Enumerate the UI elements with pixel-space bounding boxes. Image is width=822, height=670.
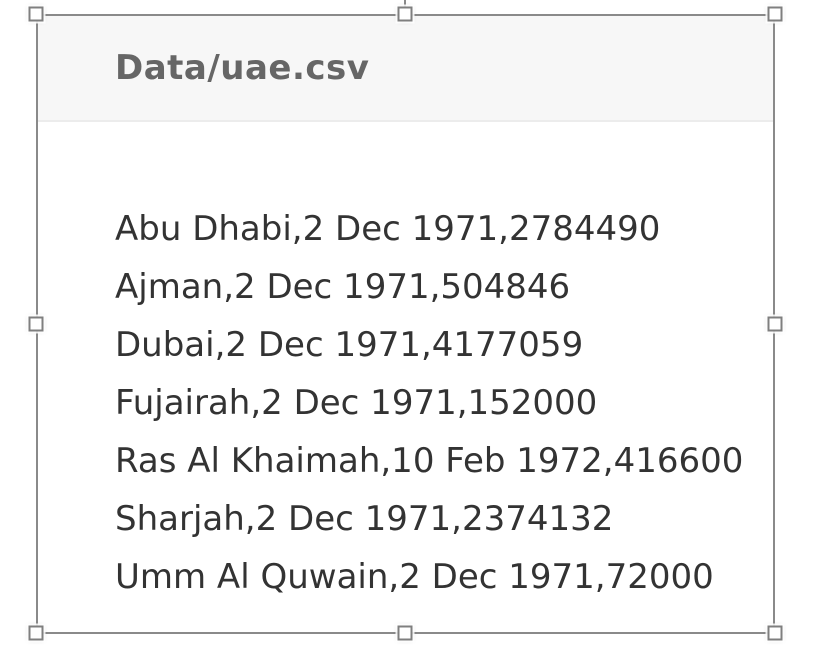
resize-handle-top-right[interactable]: [767, 6, 783, 22]
csv-file-title: Data/uae.csv: [115, 48, 370, 88]
csv-row: Abu Dhabi,2 Dec 1971,2784490: [115, 209, 661, 249]
resize-handle-middle-right[interactable]: [767, 316, 783, 332]
selected-csv-preview-card[interactable]: Data/uae.csv Abu Dhabi,2 Dec 1971,278449…: [36, 14, 775, 634]
csv-row: Fujairah,2 Dec 1971,152000: [115, 383, 598, 423]
resize-handle-top-middle[interactable]: [397, 6, 413, 22]
csv-row: Ajman,2 Dec 1971,504846: [115, 267, 571, 307]
resize-handle-bottom-middle[interactable]: [397, 625, 413, 641]
rotation-handle-stem: [404, 0, 406, 9]
resize-handle-top-left[interactable]: [28, 6, 44, 22]
csv-row: Ras Al Khaimah,10 Feb 1972,416600: [115, 441, 744, 481]
resize-handle-bottom-left[interactable]: [28, 625, 44, 641]
csv-card-body: Abu Dhabi,2 Dec 1971,2784490 Ajman,2 Dec…: [38, 122, 773, 606]
csv-row: Sharjah,2 Dec 1971,2374132: [115, 499, 614, 539]
csv-row: Dubai,2 Dec 1971,4177059: [115, 325, 584, 365]
resize-handle-bottom-right[interactable]: [767, 625, 783, 641]
resize-handle-middle-left[interactable]: [28, 316, 44, 332]
csv-row: Umm Al Quwain,2 Dec 1971,72000: [115, 557, 714, 597]
csv-card-header: Data/uae.csv: [38, 16, 773, 122]
